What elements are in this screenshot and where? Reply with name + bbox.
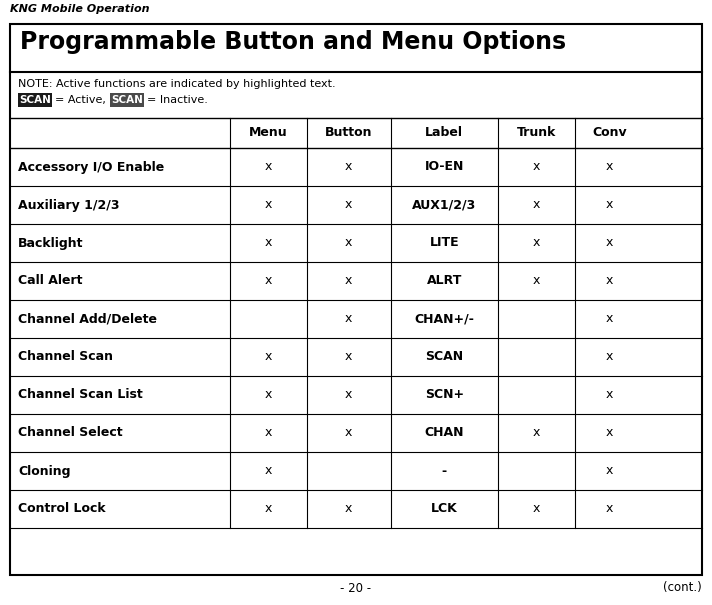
Text: Menu: Menu bbox=[249, 126, 288, 140]
Text: x: x bbox=[265, 160, 272, 174]
Text: x: x bbox=[265, 388, 272, 402]
Text: SCAN: SCAN bbox=[19, 95, 51, 105]
Text: x: x bbox=[265, 427, 272, 439]
Text: x: x bbox=[345, 388, 352, 402]
Text: x: x bbox=[606, 388, 613, 402]
Text: AUX1/2/3: AUX1/2/3 bbox=[412, 198, 476, 212]
Text: x: x bbox=[345, 160, 352, 174]
Text: LCK: LCK bbox=[431, 503, 458, 515]
Text: x: x bbox=[265, 465, 272, 477]
Text: Channel Scan: Channel Scan bbox=[18, 350, 113, 364]
Text: x: x bbox=[606, 350, 613, 364]
Text: Channel Scan List: Channel Scan List bbox=[18, 388, 142, 402]
Text: = Inactive.: = Inactive. bbox=[147, 95, 208, 105]
Text: CHAN+/-: CHAN+/- bbox=[414, 313, 474, 325]
Text: Button: Button bbox=[325, 126, 372, 140]
Text: Call Alert: Call Alert bbox=[18, 275, 83, 287]
Text: x: x bbox=[606, 160, 613, 174]
Text: LITE: LITE bbox=[429, 237, 459, 249]
Text: Channel Add/Delete: Channel Add/Delete bbox=[18, 313, 157, 325]
Text: x: x bbox=[606, 313, 613, 325]
Bar bbox=[110, 93, 144, 107]
Text: x: x bbox=[265, 503, 272, 515]
Text: Label: Label bbox=[425, 126, 464, 140]
Text: x: x bbox=[345, 275, 352, 287]
Text: Trunk: Trunk bbox=[517, 126, 556, 140]
Text: SCN+: SCN+ bbox=[424, 388, 464, 402]
Text: x: x bbox=[345, 198, 352, 212]
Bar bbox=[18, 93, 52, 107]
Text: x: x bbox=[265, 198, 272, 212]
Text: x: x bbox=[265, 275, 272, 287]
Text: - 20 -: - 20 - bbox=[340, 581, 372, 595]
Text: CHAN: CHAN bbox=[424, 427, 464, 439]
Text: x: x bbox=[606, 427, 613, 439]
Text: SCAN: SCAN bbox=[425, 350, 464, 364]
Text: -: - bbox=[441, 465, 447, 477]
Text: Channel Select: Channel Select bbox=[18, 427, 122, 439]
Text: (cont.): (cont.) bbox=[664, 581, 702, 595]
Text: x: x bbox=[345, 503, 352, 515]
Text: x: x bbox=[265, 350, 272, 364]
Text: x: x bbox=[606, 503, 613, 515]
Text: SCAN: SCAN bbox=[111, 95, 143, 105]
Text: x: x bbox=[265, 237, 272, 249]
Text: Backlight: Backlight bbox=[18, 237, 83, 249]
Text: Cloning: Cloning bbox=[18, 465, 70, 477]
Text: x: x bbox=[345, 313, 352, 325]
Text: x: x bbox=[533, 427, 540, 439]
Text: x: x bbox=[533, 275, 540, 287]
Text: NOTE: Active functions are indicated by highlighted text.: NOTE: Active functions are indicated by … bbox=[18, 79, 335, 89]
Text: = Active,: = Active, bbox=[55, 95, 106, 105]
Text: Control Lock: Control Lock bbox=[18, 503, 105, 515]
Text: Auxiliary 1/2/3: Auxiliary 1/2/3 bbox=[18, 198, 120, 212]
Text: Programmable Button and Menu Options: Programmable Button and Menu Options bbox=[20, 30, 566, 54]
Text: x: x bbox=[345, 350, 352, 364]
Text: ALRT: ALRT bbox=[426, 275, 462, 287]
Text: x: x bbox=[606, 465, 613, 477]
Text: x: x bbox=[606, 275, 613, 287]
Text: Conv: Conv bbox=[592, 126, 627, 140]
Text: x: x bbox=[345, 427, 352, 439]
Text: x: x bbox=[345, 237, 352, 249]
Text: x: x bbox=[533, 237, 540, 249]
Text: x: x bbox=[533, 160, 540, 174]
Text: Accessory I/O Enable: Accessory I/O Enable bbox=[18, 160, 164, 174]
Text: x: x bbox=[606, 198, 613, 212]
Text: x: x bbox=[533, 198, 540, 212]
Text: KNG Mobile Operation: KNG Mobile Operation bbox=[10, 4, 150, 14]
Text: IO-EN: IO-EN bbox=[424, 160, 464, 174]
Text: x: x bbox=[606, 237, 613, 249]
Text: x: x bbox=[533, 503, 540, 515]
